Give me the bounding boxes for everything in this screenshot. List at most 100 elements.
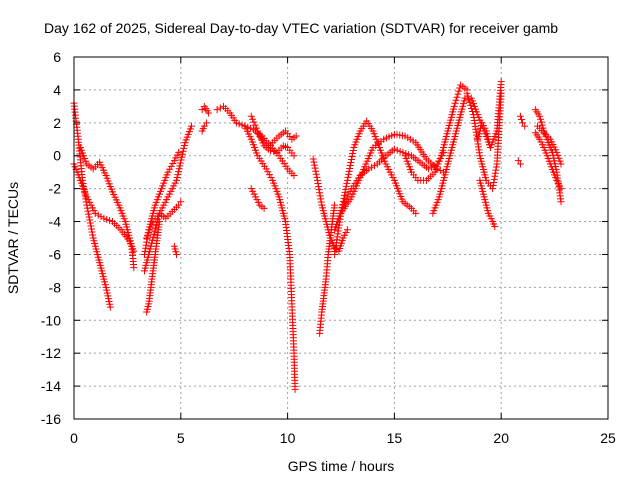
data-point bbox=[202, 119, 210, 127]
data-point bbox=[489, 182, 497, 190]
data-point bbox=[390, 145, 398, 153]
data-point bbox=[316, 189, 324, 197]
data-point bbox=[153, 218, 161, 226]
data-point bbox=[180, 144, 188, 152]
data-point bbox=[466, 98, 474, 106]
data-point bbox=[167, 162, 175, 170]
data-point bbox=[142, 244, 150, 252]
data-point bbox=[516, 112, 524, 120]
data-point bbox=[177, 198, 185, 206]
data-point bbox=[173, 173, 181, 181]
data-point bbox=[142, 241, 150, 249]
x-tick-label: 0 bbox=[70, 430, 78, 446]
data-point bbox=[492, 163, 500, 171]
data-point bbox=[152, 221, 160, 229]
data-point bbox=[451, 99, 459, 107]
y-tick-label: 6 bbox=[53, 49, 61, 65]
data-point bbox=[349, 149, 357, 157]
data-point bbox=[175, 165, 183, 173]
x-tick-label: 10 bbox=[280, 430, 296, 446]
data-point bbox=[317, 195, 325, 203]
data-point bbox=[487, 144, 495, 151]
data-point bbox=[84, 207, 92, 215]
data-point bbox=[343, 179, 351, 187]
data-point bbox=[517, 116, 525, 124]
data-point bbox=[169, 160, 177, 168]
data-point bbox=[150, 230, 158, 238]
data-point bbox=[205, 109, 213, 117]
data-point bbox=[154, 215, 162, 223]
data-point bbox=[315, 183, 323, 191]
data-point bbox=[94, 211, 102, 219]
data-point bbox=[173, 250, 181, 258]
data-point bbox=[469, 108, 477, 116]
data-point bbox=[292, 132, 300, 140]
data-point bbox=[491, 169, 499, 177]
data-point bbox=[151, 227, 159, 235]
data-point bbox=[106, 303, 114, 311]
data-point bbox=[250, 118, 258, 126]
data-point bbox=[175, 148, 183, 156]
data-point bbox=[313, 173, 321, 181]
y-tick-label: -10 bbox=[41, 312, 61, 328]
data-point bbox=[270, 148, 278, 156]
data-point bbox=[345, 170, 353, 178]
data-point bbox=[343, 226, 351, 234]
data-point bbox=[149, 233, 157, 241]
data-point bbox=[454, 90, 462, 98]
data-point bbox=[553, 148, 561, 156]
data-point bbox=[557, 185, 565, 193]
data-point bbox=[347, 155, 355, 163]
data-point bbox=[213, 106, 221, 114]
data-point bbox=[491, 222, 499, 230]
data-point bbox=[314, 176, 322, 184]
data-point bbox=[557, 160, 565, 168]
x-tick-label: 20 bbox=[493, 430, 509, 446]
data-point bbox=[346, 161, 354, 169]
data-point bbox=[187, 122, 195, 130]
data-point bbox=[331, 201, 339, 209]
data-point bbox=[467, 101, 475, 109]
data-point bbox=[346, 164, 354, 172]
data-point bbox=[103, 215, 111, 223]
data-point bbox=[468, 104, 476, 112]
data-point bbox=[312, 170, 320, 178]
data-point bbox=[252, 124, 260, 132]
data-point bbox=[455, 87, 463, 95]
data-point bbox=[452, 96, 460, 104]
data-point bbox=[555, 154, 563, 162]
data-point bbox=[521, 122, 529, 130]
data-point bbox=[147, 242, 155, 250]
data-point bbox=[491, 172, 499, 180]
data-point bbox=[310, 158, 318, 166]
y-tick-label: -2 bbox=[49, 181, 62, 197]
data-point bbox=[541, 130, 549, 138]
data-point bbox=[176, 159, 184, 167]
y-tick-label: 0 bbox=[53, 148, 61, 164]
data-point bbox=[88, 228, 96, 236]
data-point bbox=[166, 165, 174, 173]
data-point bbox=[430, 162, 438, 170]
data-point bbox=[264, 168, 272, 176]
data-point bbox=[85, 210, 93, 218]
data-point bbox=[345, 167, 353, 175]
data-point bbox=[344, 173, 352, 181]
data-point bbox=[516, 160, 524, 168]
data-point bbox=[489, 185, 497, 193]
y-tick-label: 4 bbox=[53, 82, 61, 98]
y-tick-label: -14 bbox=[41, 378, 61, 394]
data-point bbox=[176, 162, 184, 170]
data-point bbox=[232, 119, 240, 127]
data-point bbox=[343, 176, 351, 184]
data-point bbox=[341, 188, 349, 196]
y-tick-label: -8 bbox=[49, 279, 62, 295]
data-point bbox=[396, 147, 404, 155]
x-axis-label: GPS time / hours bbox=[288, 458, 395, 474]
data-point bbox=[465, 95, 473, 103]
plot-frame bbox=[73, 56, 609, 420]
data-point bbox=[365, 165, 373, 173]
data-point bbox=[249, 115, 257, 123]
data-point bbox=[368, 163, 376, 171]
data-point bbox=[450, 102, 458, 110]
